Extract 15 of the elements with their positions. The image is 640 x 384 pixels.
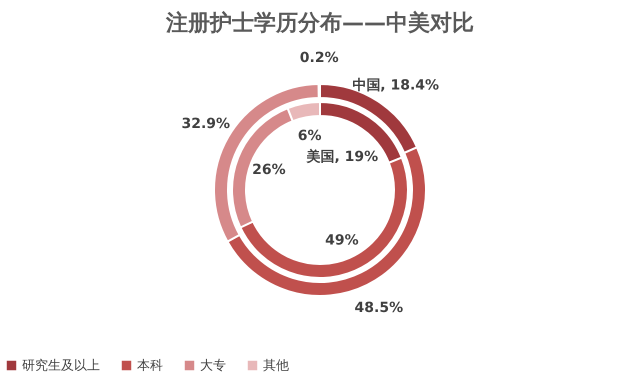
data-label: 32.9% [181,116,230,132]
legend-label: 研究生及以上 [22,358,100,374]
slice-label: 中国 [352,77,380,94]
legend-label: 本科 [137,358,163,374]
data-label: 48.5% [354,300,404,316]
data-label: , 18.4% [380,77,440,94]
data-label: 26% [252,162,286,178]
legend-label: 其他 [263,358,289,374]
chart-title: 注册护士学历分布——中美对比 [165,10,474,36]
data-label: 49% [325,232,359,248]
data-label: 0.2% [300,50,339,66]
slice-label: 美国 [305,148,334,165]
legend-label: 大专 [200,358,226,374]
data-label: , 19% [334,148,378,165]
data-label: 6% [298,128,322,144]
